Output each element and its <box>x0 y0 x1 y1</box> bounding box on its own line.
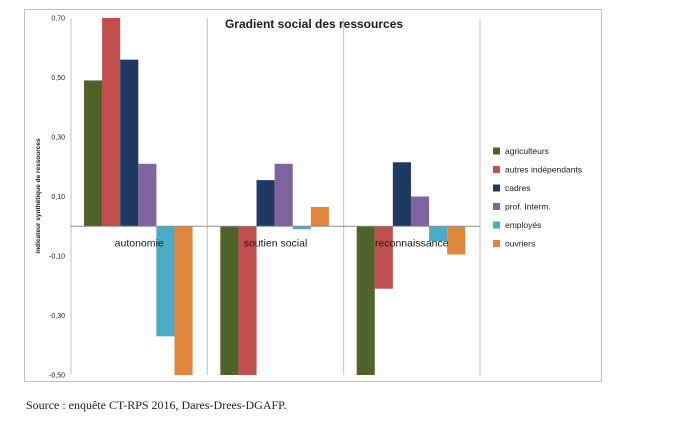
source-note: Source : enquête CT-RPS 2016, Dares-Dree… <box>26 398 287 412</box>
chart-title: Gradient social des ressources <box>225 17 403 31</box>
y-tick-label: 0,70 <box>51 16 65 23</box>
legend-swatch <box>493 240 500 247</box>
bar-6-2 <box>310 206 329 227</box>
bar-chart: Gradient social des ressources indicateu… <box>35 16 582 380</box>
y-tick-label: 0,50 <box>51 75 65 82</box>
bar-3-1 <box>120 59 139 227</box>
legend-swatch <box>493 166 500 173</box>
y-tick-label: 0,30 <box>51 135 65 142</box>
legend-label: autres indépendants <box>505 165 582 175</box>
y-axis-label: indicateur synthétique de ressources <box>35 138 42 254</box>
legend-swatch <box>493 203 500 210</box>
y-tick-label: -0,10 <box>49 254 65 261</box>
bar-2-1 <box>102 18 121 227</box>
bar-5-2 <box>292 226 311 230</box>
legend-label: prof. Interm. <box>505 202 551 212</box>
legend-label: ouvriers <box>505 239 535 249</box>
bar-1-2 <box>220 226 239 375</box>
bar-1-1 <box>84 80 103 227</box>
bar-5-3 <box>429 226 448 242</box>
bar-4-3 <box>410 196 430 227</box>
bar-3-3 <box>392 162 411 227</box>
legend-swatch <box>493 147 500 155</box>
bar-2-3 <box>374 226 393 289</box>
bar-6-1 <box>174 226 193 375</box>
bar-6-3 <box>447 226 466 255</box>
bar-4-1 <box>138 163 157 227</box>
chart-frame: Gradient social des ressources indicateu… <box>24 9 602 382</box>
legend-label: employés <box>505 220 541 230</box>
bar-4-2 <box>274 163 293 227</box>
bar-3-2 <box>256 180 275 227</box>
category-label: soutien social <box>244 237 308 249</box>
y-tick-label: -0,30 <box>49 313 65 320</box>
category-label: autonomie <box>115 237 164 249</box>
category-label: reconnaissance <box>375 237 449 249</box>
y-tick-label: -0,50 <box>49 373 65 380</box>
bar-1-3 <box>356 226 375 375</box>
legend-swatch <box>493 221 500 229</box>
bar-2-2 <box>238 226 257 375</box>
legend-label: cadres <box>505 183 531 193</box>
bar-5-1 <box>156 226 175 337</box>
legend-swatch <box>493 184 500 192</box>
legend-label: agriculteurs <box>505 146 549 156</box>
y-tick-label: 0,10 <box>51 194 65 201</box>
